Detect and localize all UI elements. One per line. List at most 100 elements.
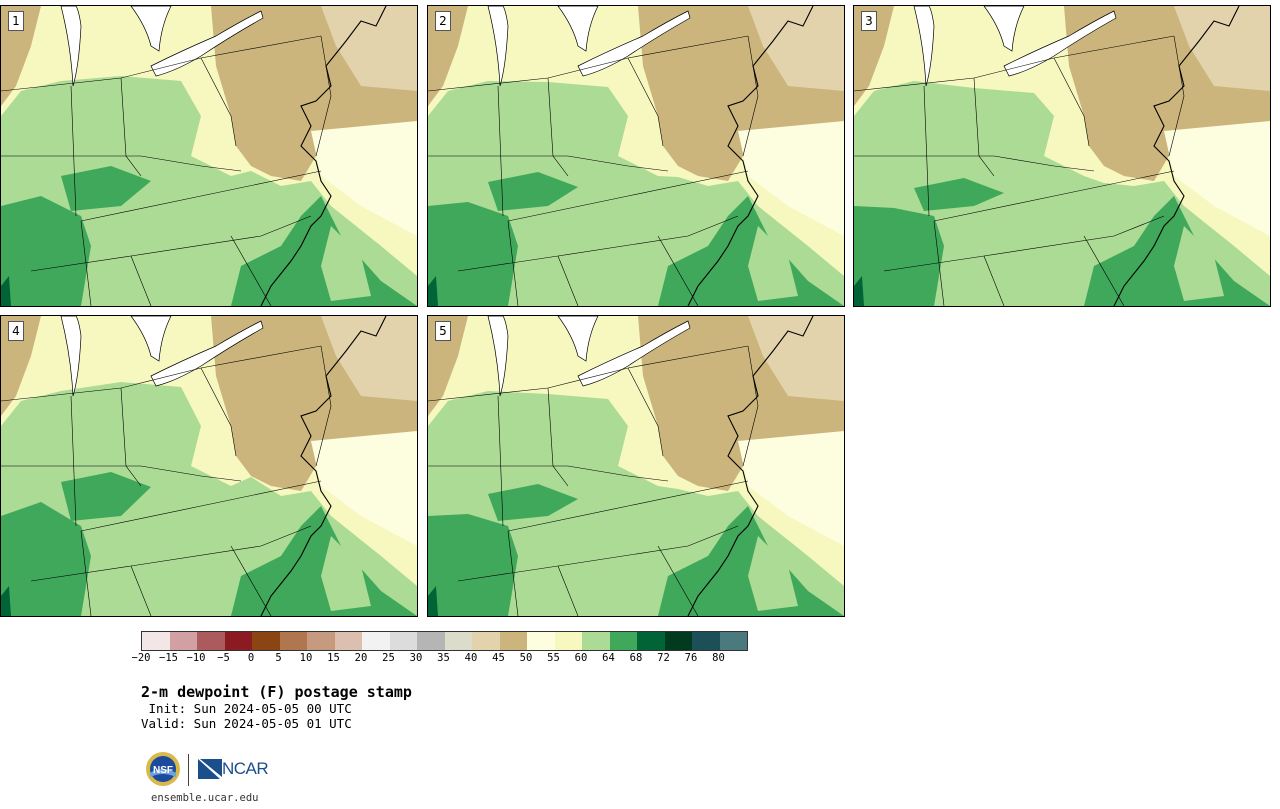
dewpoint-map-4 [1, 316, 417, 616]
ncar-logo-text: NCAR [222, 759, 269, 778]
colorbar-swatch [197, 632, 225, 650]
lake-michigan [60, 6, 82, 87]
colorbar-swatch [472, 632, 500, 650]
green-patch [488, 172, 578, 211]
pale-region [311, 431, 417, 546]
colorbar-tick-label: 30 [409, 652, 423, 664]
colorbar-swatch [142, 632, 170, 650]
colorbar-tick-labels: −20 −15 −10 −5 0 5 10 15 20 25 30 35 40 45 50 55 60 64 68 7… [132, 652, 741, 666]
state-border [657, 235, 699, 306]
state-border [315, 35, 332, 157]
pale-region [1164, 121, 1270, 236]
colorbar-tick-label: 20 [354, 652, 368, 664]
state-border [854, 35, 1175, 92]
tan-light-region [321, 316, 417, 401]
tan-light-region [748, 6, 844, 91]
colorbar-tick-label: 10 [299, 652, 313, 664]
lake-michigan [60, 316, 82, 397]
colorbar-tick-label: 35 [437, 652, 450, 664]
logo-divider [188, 754, 189, 786]
state-border [230, 545, 272, 616]
colorbar-tick-label: 64 [602, 652, 615, 664]
state-border [428, 345, 749, 402]
lake-michigan [913, 6, 935, 87]
colorbar-swatch [417, 632, 445, 650]
pale-region [738, 121, 844, 236]
nsf-logo-text: NSF [153, 765, 173, 776]
colorbar-swatch [527, 632, 555, 650]
colorbar-tick-label: 40 [464, 652, 478, 664]
state-border [657, 545, 699, 616]
init-time: Init: Sun 2024-05-05 00 UTC [141, 701, 352, 716]
dark-green-patch [854, 276, 864, 306]
green-patch [488, 484, 578, 521]
colorbar-swatch [582, 632, 610, 650]
colorbar-swatch [252, 632, 280, 650]
plot-title: 2-m dewpoint (F) postage stamp [141, 683, 412, 701]
colorbar-swatch [637, 632, 665, 650]
lake-michigan [487, 6, 509, 87]
panel-label-3: 3 [861, 11, 877, 31]
map-panel-1[interactable]: 1 [0, 5, 418, 307]
colorbar-swatch [664, 632, 692, 650]
colorbar-swatch [444, 632, 472, 650]
light-green-inlet [1174, 226, 1224, 301]
colorbar-swatch [692, 632, 720, 650]
green-patch [61, 472, 151, 521]
state-border [1083, 235, 1125, 306]
colorbar [141, 631, 748, 651]
tan-west-region [1, 6, 41, 106]
colorbar-tick-label: 60 [574, 652, 588, 664]
state-border [507, 170, 749, 222]
state-border [507, 220, 519, 306]
coastline [687, 6, 814, 306]
state-border [30, 525, 312, 582]
colorbar-swatch [169, 632, 197, 650]
state-border [70, 395, 77, 527]
map-panel-4[interactable]: 4 [0, 315, 418, 617]
state-border [80, 220, 92, 306]
colorbar-tick-label: −15 [159, 652, 178, 664]
state-border [497, 395, 504, 527]
tan-west-region [428, 316, 468, 416]
state-border [883, 215, 1165, 272]
state-border [627, 367, 664, 457]
green-region-west [1, 502, 91, 616]
tan-west-region [854, 6, 894, 106]
state-border [428, 465, 669, 482]
state-border [70, 85, 77, 217]
lake-erie [577, 320, 691, 387]
map-panel-3[interactable]: 3 [853, 5, 1271, 307]
map-panel-2[interactable]: 2 [427, 5, 845, 307]
dark-green-patch [428, 276, 438, 306]
state-border [557, 565, 579, 616]
dark-green-patch [1, 586, 11, 616]
green-region-west [854, 206, 944, 306]
coastline [260, 316, 387, 616]
colorbar-tick-label: −5 [217, 652, 230, 664]
dewpoint-map-2 [428, 6, 844, 306]
colorbar-swatch [389, 632, 417, 650]
light-green-inlet [321, 226, 371, 301]
state-border [457, 215, 739, 272]
state-border [130, 255, 152, 306]
green-patch [61, 166, 151, 211]
coastline [260, 6, 387, 306]
state-border [80, 530, 92, 616]
coastline [687, 316, 814, 616]
lake-erie [577, 10, 691, 77]
map-panel-5[interactable]: 5 [427, 315, 845, 617]
lake-erie [150, 320, 264, 387]
lake-michigan [487, 316, 509, 397]
pale-region [311, 121, 417, 236]
state-border [933, 170, 1175, 222]
colorbar-swatch [362, 632, 390, 650]
tan-light-region [748, 316, 844, 401]
valid-time: Valid: Sun 2024-05-05 01 UTC [141, 716, 352, 731]
colorbar-tick-label: 0 [247, 652, 255, 664]
coastline [1113, 6, 1240, 306]
colorbar-tick-label: 55 [547, 652, 560, 664]
state-border [854, 155, 1095, 172]
colorbar-tick-label: −10 [186, 652, 206, 664]
dark-green-patch [428, 586, 438, 616]
